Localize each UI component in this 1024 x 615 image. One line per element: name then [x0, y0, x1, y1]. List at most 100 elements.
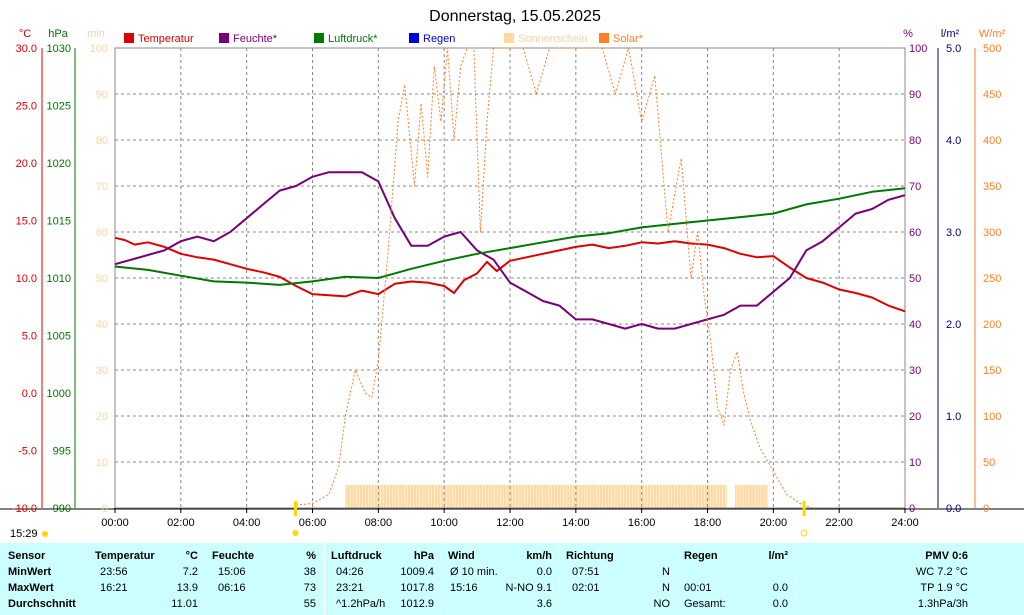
- temperature-tick-label: 10.0: [16, 273, 37, 285]
- table-cell-rain-time: 00:01: [684, 582, 712, 594]
- x-tick-label: 02:00: [167, 517, 195, 529]
- x-tick-label: 04:00: [233, 517, 261, 529]
- rain-tick-label: 0.0: [946, 503, 961, 515]
- legend-item: Sonnenschein: [504, 33, 588, 45]
- rain-tick-label: 1.0: [946, 411, 961, 423]
- legend-label: Sonnenschein: [518, 33, 588, 45]
- grid: [114, 47, 906, 509]
- legend-swatch: [124, 33, 134, 43]
- rain-tick-label: 4.0: [946, 135, 961, 147]
- table-cell-label: MinWert: [8, 566, 52, 578]
- table-cell-dir-time: 02:01: [572, 582, 600, 594]
- temperature-tick-label: 20.0: [16, 158, 37, 170]
- header-sensor: Sensor: [8, 550, 46, 562]
- header-pmv: PMV 0:6: [925, 550, 968, 562]
- series-line-temperature: [114, 236, 906, 313]
- solar-tick-label: 150: [983, 365, 1001, 377]
- sunshine-tick-label: 80: [96, 135, 108, 147]
- sunshine-tick-label: 100: [90, 43, 108, 55]
- humidity-tick-label: 30: [909, 365, 921, 377]
- x-tick-label: 16:00: [628, 517, 656, 529]
- header-wind-unit: km/h: [526, 550, 552, 562]
- solar-tick-label: 100: [983, 411, 1001, 423]
- humidity-tick-label: 70: [909, 181, 921, 193]
- table-cell-dir-val: N: [662, 566, 670, 578]
- header-regen-unit: l/m²: [768, 550, 788, 562]
- solar-tick-label: 450: [983, 89, 1001, 101]
- table-cell-rain-time: Gesamt:: [684, 598, 726, 610]
- x-tick-label: 20:00: [760, 517, 788, 529]
- solar-tick-label: 200: [983, 319, 1001, 331]
- header-temperatur: Temperatur: [95, 550, 155, 562]
- solar-tick-label: 500: [983, 43, 1001, 55]
- x-tick-label: 06:00: [299, 517, 327, 529]
- solar-tick-label: 300: [983, 227, 1001, 239]
- current-time-label: 15:29: [10, 528, 38, 540]
- sunrise-dot: [292, 530, 299, 536]
- legend-swatch: [504, 33, 514, 43]
- header-druck-unit: hPa: [413, 550, 434, 562]
- pressure-tick-label: 1010: [47, 273, 71, 285]
- sunshine-unit-label: min: [87, 28, 105, 40]
- table-cell-wind-label: 15:16: [450, 582, 478, 594]
- rain-tick-label: 2.0: [946, 319, 961, 331]
- humidity-tick-label: 80: [909, 135, 921, 147]
- temperature-tick-label: 0.0: [22, 388, 37, 400]
- table-cell-temp-time: 16:21: [100, 582, 128, 594]
- table-cell-wind-label: Ø 10 min.: [450, 566, 498, 578]
- x-tick-label: 14:00: [562, 517, 590, 529]
- table-cell-temp-val: 11.01: [171, 598, 198, 610]
- solar-unit-label: W/m²: [979, 28, 1006, 40]
- x-tick-label: 18:00: [694, 517, 722, 529]
- humidity-tick-label: 20: [909, 411, 921, 423]
- series-line-pressure: [114, 187, 906, 286]
- table-cell-hum-val: 38: [303, 566, 316, 578]
- x-tick-label: 24:00: [891, 517, 919, 529]
- legend-item: Feuchte*: [219, 33, 278, 45]
- sunset-dot: [800, 529, 808, 537]
- table-cell-label: Durchschnitt: [8, 598, 76, 610]
- table-cell-temp-val: 13.9: [176, 582, 198, 594]
- legend-item: Solar*: [599, 33, 644, 45]
- header-feuchte: Feuchte: [212, 550, 255, 562]
- table-cell-hum-val: 55: [303, 598, 316, 610]
- table-cell-rain-val: 0.0: [772, 582, 788, 594]
- solar-tick-label: 400: [983, 135, 1001, 147]
- header-feuchte-unit: %: [306, 550, 316, 562]
- legend-item: Luftdruck*: [314, 33, 378, 45]
- axes: 00:00 02:00 04:00 06:00 08:00 10:00 12:00 14:00…: [0, 43, 1024, 529]
- temperature-tick-label: 30.0: [16, 43, 37, 55]
- pressure-tick-label: 1020: [47, 158, 71, 170]
- current-time-dot: [42, 531, 48, 537]
- table-cell-rain-val: 0.0: [772, 598, 788, 610]
- table-cell-wind-val: 3.6: [536, 598, 552, 610]
- pressure-tick-label: 1015: [47, 216, 71, 228]
- x-tick-label: 22:00: [825, 517, 853, 529]
- table-cell-hum-val: 73: [303, 582, 316, 594]
- humidity-unit-label: %: [903, 28, 913, 40]
- humidity-tick-label: 100: [909, 43, 927, 55]
- pressure-tick-label: 1030: [47, 43, 71, 55]
- table-cell-dir-val: N: [662, 582, 670, 594]
- sunshine-tick-label: 50: [96, 273, 108, 285]
- series-lines: [114, 47, 906, 509]
- table-cell-press-val: 1009.4: [400, 566, 434, 578]
- table-cell-extra: 1.3hPa/3h: [917, 598, 968, 610]
- table-cell-press-val: 1017.8: [400, 582, 434, 594]
- pressure-tick-label: 1025: [47, 101, 71, 113]
- series-line-humidity: [114, 171, 906, 330]
- sunshine-tick-label: 10: [96, 457, 108, 469]
- table-cell-press-val: 1012.9: [400, 598, 434, 610]
- solar-tick-label: 350: [983, 181, 1001, 193]
- table-cell-dir-val: NO: [653, 598, 671, 610]
- pressure-tick-label: 1000: [47, 388, 71, 400]
- legend-label: Solar*: [613, 33, 644, 45]
- temperature-tick-label: -5.0: [18, 446, 37, 458]
- temperature-tick-label: -10.0: [12, 503, 37, 515]
- legend-swatch: [314, 33, 324, 43]
- header-regen: Regen: [684, 550, 718, 562]
- humidity-tick-label: 90: [909, 89, 921, 101]
- table-cell-temp-time: 23:56: [100, 566, 128, 578]
- temperature-unit-label: °C: [19, 28, 31, 40]
- sunshine-bar: [734, 485, 768, 508]
